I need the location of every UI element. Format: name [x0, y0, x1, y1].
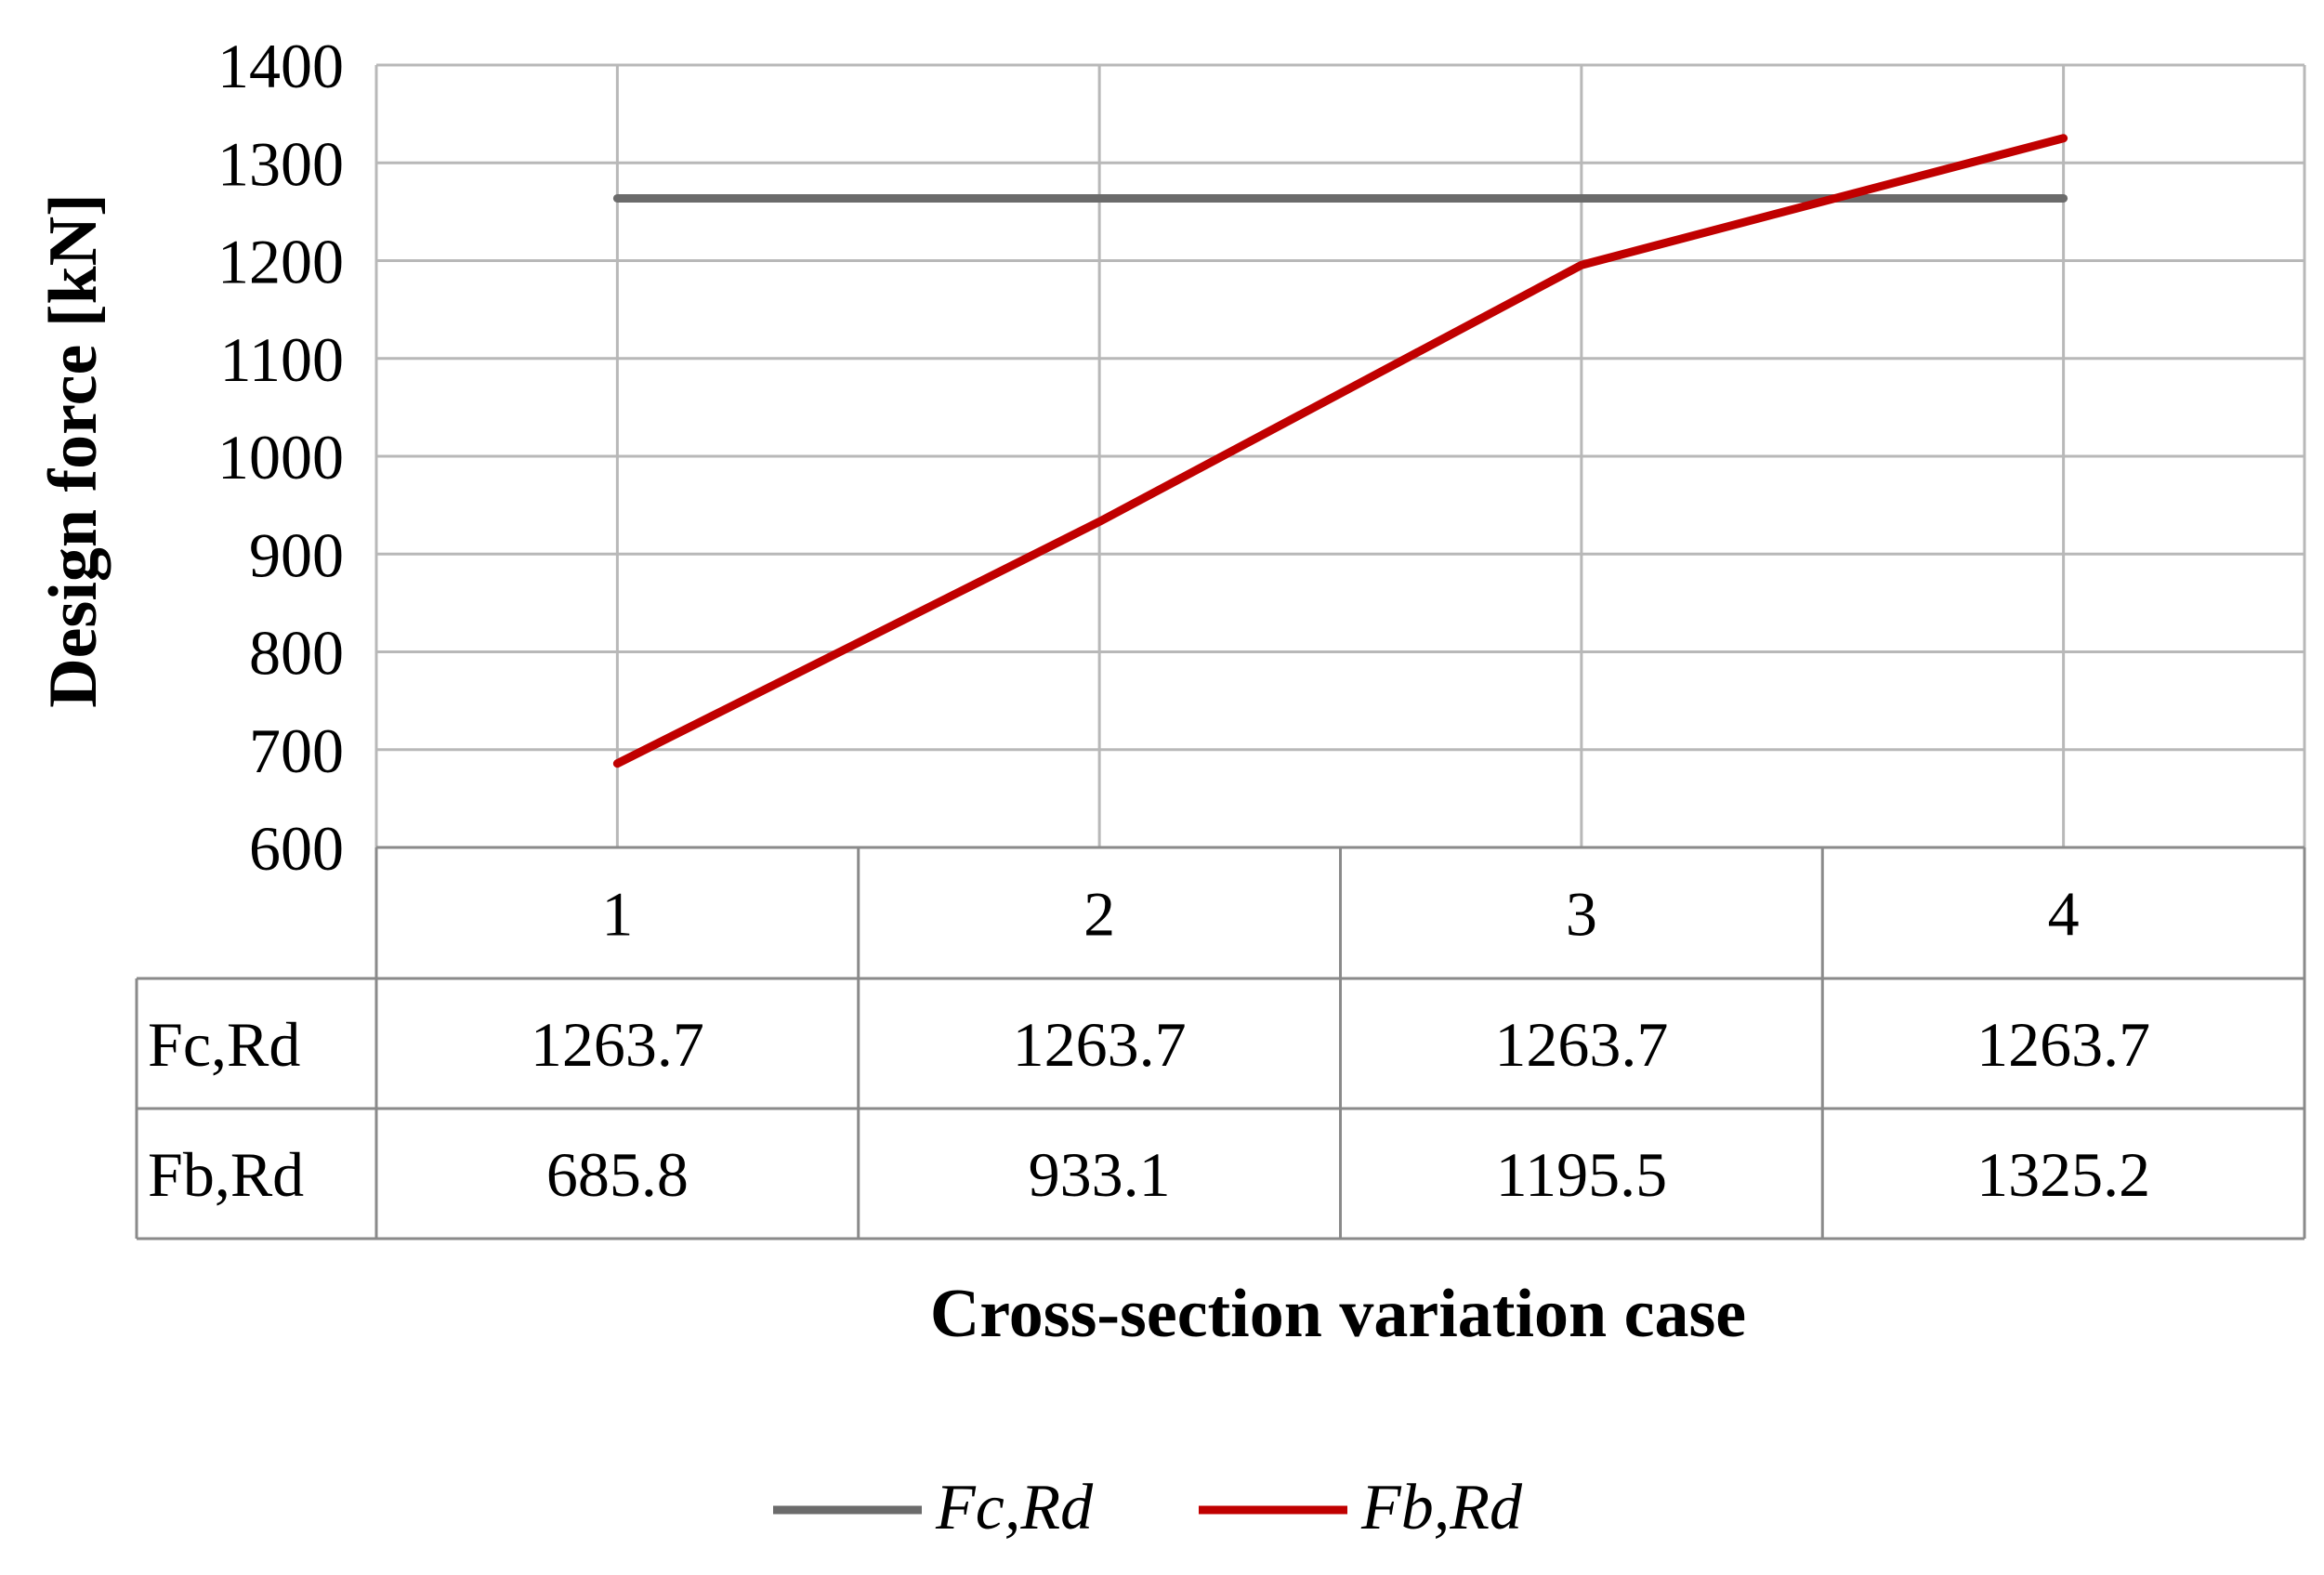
y-tick-label: 1100 [220, 324, 344, 395]
legend-label-2: Fb,Rd [1360, 1472, 1523, 1543]
y-tick-label: 700 [249, 715, 344, 786]
y-tick-label: 1200 [217, 227, 344, 297]
table-row-label: Fb,Rd [148, 1139, 304, 1210]
x-category-label: 3 [1566, 879, 1597, 950]
gridlines [374, 63, 2306, 849]
table-value-cell: 1325.2 [1976, 1139, 2150, 1210]
data-table [135, 846, 2306, 1240]
legend: Fc,Rd Fb,Rd [773, 1472, 1523, 1543]
y-tick-label: 1300 [217, 128, 344, 199]
table-value-cell: 1263.7 [531, 1009, 704, 1080]
x-category-label: 2 [1083, 879, 1115, 950]
table-value-cell: 933.1 [1029, 1139, 1171, 1210]
y-axis-title: Design force [kN] [35, 193, 112, 708]
table-value-cell: 1195.5 [1496, 1139, 1667, 1210]
table-value-cell: 1263.7 [1013, 1009, 1187, 1080]
table-row-label: Fc,Rd [148, 1009, 300, 1080]
table-value-cell: 1263.7 [1494, 1009, 1668, 1080]
y-tick-label: 800 [249, 618, 344, 689]
y-tick-label: 600 [249, 813, 344, 884]
series-lines [612, 134, 2068, 768]
y-tick-label: 1000 [217, 422, 344, 492]
y-axis-tick-labels: 600 700 800 900 1000 1100 1200 1300 1400 [217, 31, 344, 884]
table-value-cell: 685.8 [546, 1139, 689, 1210]
x-category-label: 1 [601, 879, 633, 950]
series-line-2 [612, 134, 2068, 768]
y-tick-label: 1400 [217, 31, 344, 101]
x-category-label: 4 [2048, 879, 2080, 950]
data-table-cells: Fc,Rd 1263.7 1263.7 1263.7 1263.7 Fb,Rd 685.8 9… [148, 1009, 2150, 1210]
x-axis-title: Cross-section variation case [930, 1276, 1746, 1352]
x-axis-category-labels: 1 2 3 4 [601, 879, 2079, 950]
table-value-cell: 1263.7 [1976, 1009, 2150, 1080]
y-tick-label: 900 [249, 519, 344, 590]
legend-label-1: Fc,Rd [935, 1472, 1094, 1543]
